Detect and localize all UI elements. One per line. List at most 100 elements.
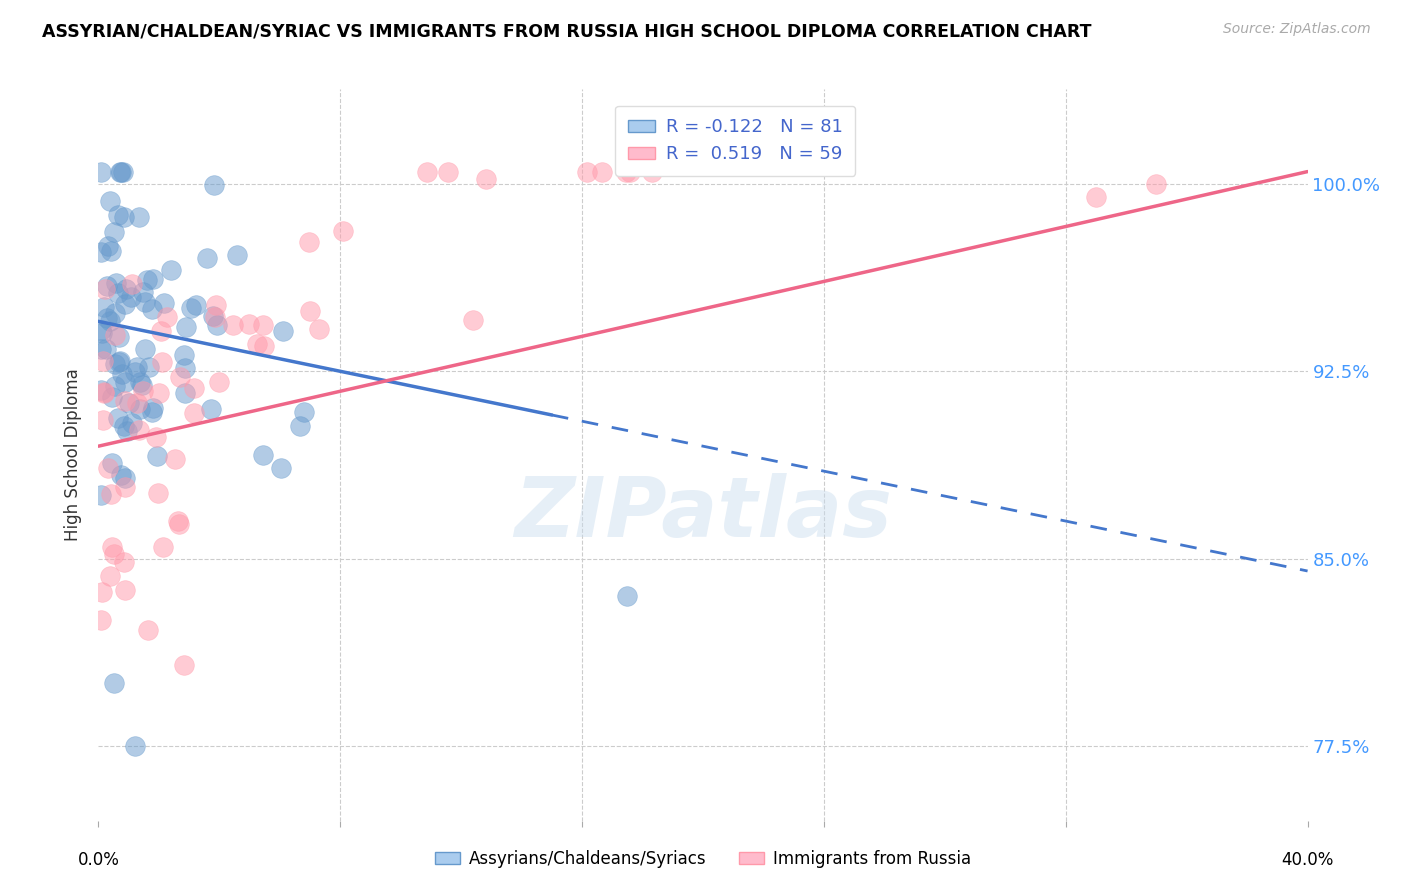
Point xyxy=(128,423,150,437)
Point xyxy=(112,555,135,569)
Point xyxy=(299,304,322,318)
Point xyxy=(110,468,132,483)
Point xyxy=(619,164,641,178)
Point xyxy=(145,430,167,444)
Point xyxy=(103,676,125,690)
Point xyxy=(292,405,315,419)
Point xyxy=(111,367,134,381)
Point xyxy=(115,282,138,296)
Legend: R = -0.122   N = 81, R =  0.519   N = 59: R = -0.122 N = 81, R = 0.519 N = 59 xyxy=(616,105,855,176)
Point xyxy=(200,402,222,417)
Point xyxy=(288,418,311,433)
Point xyxy=(298,235,321,249)
Point xyxy=(173,348,195,362)
Point xyxy=(120,291,142,305)
Point xyxy=(90,342,112,356)
Point xyxy=(614,164,637,178)
Point xyxy=(271,324,294,338)
Point xyxy=(252,318,274,333)
Point xyxy=(118,396,141,410)
Point xyxy=(149,324,172,338)
Point xyxy=(180,301,202,315)
Point xyxy=(100,486,122,500)
Point xyxy=(91,353,114,368)
Point xyxy=(101,456,124,470)
Point xyxy=(114,393,136,408)
Point xyxy=(110,354,132,368)
Point xyxy=(415,164,437,178)
Point xyxy=(205,298,228,312)
Point xyxy=(93,300,115,314)
Point xyxy=(201,309,224,323)
Point xyxy=(103,547,125,561)
Point xyxy=(121,417,143,431)
Point xyxy=(107,208,129,222)
Point xyxy=(90,323,112,337)
Point xyxy=(134,295,156,310)
Point xyxy=(184,298,207,312)
Point xyxy=(174,320,197,334)
Point xyxy=(117,424,139,438)
Point xyxy=(205,318,228,332)
Point xyxy=(132,285,155,299)
Point xyxy=(173,386,195,401)
Point xyxy=(156,310,179,324)
Point xyxy=(104,357,127,371)
Point xyxy=(128,211,150,225)
Point xyxy=(142,271,165,285)
Point xyxy=(252,449,274,463)
Point xyxy=(91,413,114,427)
Point xyxy=(148,385,170,400)
Point xyxy=(104,276,127,290)
Point xyxy=(94,282,117,296)
Point xyxy=(141,405,163,419)
Point xyxy=(146,485,169,500)
Point xyxy=(124,365,146,379)
Point xyxy=(94,342,117,356)
Point xyxy=(138,360,160,375)
Point xyxy=(108,330,131,344)
Point xyxy=(104,306,127,320)
Point xyxy=(253,339,276,353)
Point xyxy=(131,378,153,392)
Point xyxy=(96,311,118,326)
Point xyxy=(103,225,125,239)
Point xyxy=(98,314,121,328)
Point xyxy=(107,355,129,369)
Point xyxy=(142,401,165,415)
Point xyxy=(208,375,231,389)
Point xyxy=(616,589,638,603)
Point xyxy=(110,165,132,179)
Point xyxy=(238,318,260,332)
Point xyxy=(100,540,122,554)
Point xyxy=(1144,177,1167,191)
Point xyxy=(121,277,143,292)
Text: ZIPatlas: ZIPatlas xyxy=(515,473,891,554)
Point xyxy=(183,406,205,420)
Point xyxy=(114,480,136,494)
Y-axis label: High School Diploma: High School Diploma xyxy=(65,368,83,541)
Point xyxy=(112,210,135,224)
Point xyxy=(136,273,159,287)
Point xyxy=(169,370,191,384)
Point xyxy=(107,411,129,425)
Point xyxy=(127,360,149,375)
Point xyxy=(90,164,112,178)
Point xyxy=(167,514,190,528)
Point xyxy=(96,279,118,293)
Point xyxy=(98,194,121,208)
Point xyxy=(138,623,160,637)
Point xyxy=(129,375,152,389)
Point xyxy=(128,401,150,416)
Point xyxy=(91,584,114,599)
Point xyxy=(114,582,136,597)
Point xyxy=(90,488,112,502)
Point xyxy=(173,658,195,673)
Point xyxy=(167,516,190,531)
Point xyxy=(332,224,354,238)
Point xyxy=(160,263,183,277)
Point xyxy=(165,452,187,467)
Point xyxy=(125,396,148,410)
Text: 0.0%: 0.0% xyxy=(77,851,120,869)
Point xyxy=(204,310,226,324)
